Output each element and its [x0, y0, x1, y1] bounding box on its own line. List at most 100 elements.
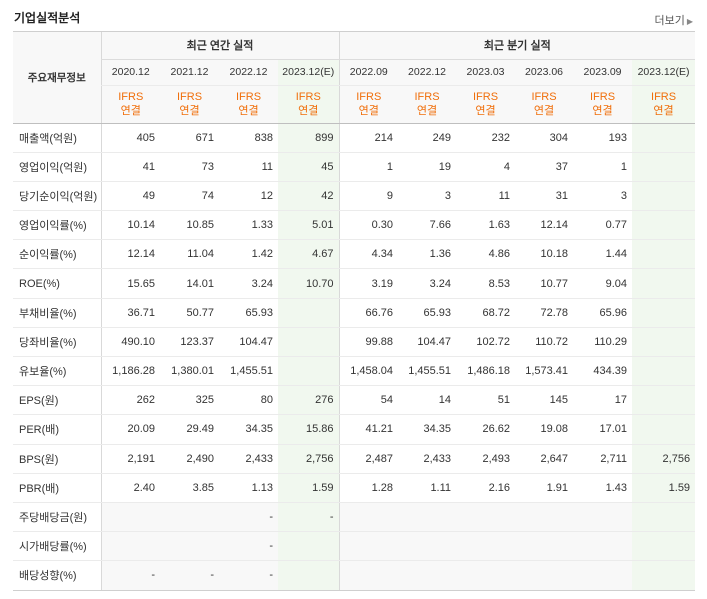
- basis-header: IFRS 연결: [515, 85, 574, 124]
- table-cell: [456, 560, 516, 591]
- basis-ifrs: IFRS: [356, 91, 382, 103]
- table-cell: 1.59: [632, 473, 696, 503]
- row-label: ROE(%): [13, 268, 102, 299]
- table-cell: 2,756: [632, 444, 696, 474]
- table-row: EPS(원) 262 325 80 276 54 14 51 145 17: [13, 385, 696, 416]
- period-header: 2023.09: [573, 59, 633, 86]
- table-cell: 10.14: [100, 210, 160, 241]
- row-label: 순이익률(%): [13, 239, 102, 270]
- table-cell: 10.85: [160, 210, 219, 241]
- table-cell: [278, 297, 340, 328]
- row-label: 유보율(%): [13, 356, 102, 387]
- table-cell: [456, 501, 516, 533]
- basis-consolidated: 연결: [358, 105, 379, 117]
- table-cell: 1.91: [515, 473, 574, 503]
- table-cell: 11: [456, 181, 516, 212]
- table-cell: [338, 501, 399, 533]
- basis-header: IFRS 연결: [160, 85, 219, 124]
- table-cell: 405: [100, 123, 160, 153]
- table-cell: [632, 501, 696, 533]
- more-link[interactable]: 더보기 ▶: [654, 12, 693, 28]
- table-cell: 15.65: [100, 268, 160, 299]
- period-header: 2021.12: [160, 59, 219, 86]
- table-row: PER(배) 20.09 29.49 34.35 15.86 41.21 34.35 26.6…: [13, 414, 696, 445]
- table-cell: 4.67: [278, 239, 340, 270]
- basis-ifrs: IFRS: [176, 91, 203, 103]
- basis-header: IFRS 연결: [219, 85, 278, 124]
- table-cell: [573, 501, 633, 533]
- table-cell: 1,455.51: [219, 356, 278, 387]
- table-cell: [632, 414, 696, 445]
- table-row: 부채비율(%) 36.71 50.77 65.93 66.76 65.93 68.72 72.…: [13, 297, 696, 328]
- period-header: 2023.06: [515, 59, 574, 86]
- table-cell: 1.63: [456, 210, 516, 241]
- table-cell: 8.53: [456, 268, 516, 299]
- table-cell: 15.86: [278, 414, 340, 445]
- section-title: 기업실적분석: [14, 11, 81, 25]
- table-row: 당기순이익(억원) 49 74 12 42 9 3 11 31 3: [13, 181, 696, 212]
- row-label: PER(배): [13, 414, 102, 445]
- table-cell: [632, 531, 696, 562]
- table-cell: 4: [456, 152, 516, 182]
- table-cell: 1.28: [338, 473, 399, 503]
- table-cell: [632, 239, 696, 270]
- table-row: 주당배당금(원) - -: [13, 501, 696, 533]
- row-label: 배당성향(%): [13, 560, 102, 591]
- basis-consolidated: 연결: [592, 105, 613, 117]
- table-cell: 19: [398, 152, 457, 182]
- table-cell: 26.62: [456, 414, 516, 445]
- table-cell: 434.39: [573, 356, 633, 387]
- table-cell: 12: [219, 181, 278, 212]
- table-cell: 0.77: [573, 210, 633, 241]
- table-cell: 9: [338, 181, 399, 212]
- table-cell: 1,380.01: [160, 356, 219, 387]
- table-cell: 10.18: [515, 239, 574, 270]
- table-cell: 232: [456, 123, 516, 153]
- table-cell: 1.42: [219, 239, 278, 270]
- table-cell: 7.66: [398, 210, 457, 241]
- table-cell: 1,573.41: [515, 356, 574, 387]
- table-cell: 0.30: [338, 210, 399, 241]
- table-cell: 19.08: [515, 414, 574, 445]
- table-cell: 1,458.04: [338, 356, 399, 387]
- table-cell: 99.88: [338, 327, 399, 358]
- table-row: 당좌비율(%) 490.10 123.37 104.47 99.88 104.47 102.…: [13, 327, 696, 358]
- table-row: 매출액(억원) 405 671 838 899 214 249 232 304 193: [13, 123, 696, 153]
- basis-header: IFRS 연결: [573, 85, 633, 124]
- table-cell: 80: [219, 385, 278, 416]
- basis-consolidated: 연결: [179, 105, 200, 117]
- basis-header: IFRS 연결: [100, 85, 160, 124]
- table-cell: 42: [278, 181, 340, 212]
- table-cell: 5.01: [278, 210, 340, 241]
- table-cell: 838: [219, 123, 278, 153]
- table-cell: 3.85: [160, 473, 219, 503]
- table-cell: 123.37: [160, 327, 219, 358]
- financial-summary-table: 주요재무정보 최근 연간 실적 최근 분기 실적 2020.12 2021.12 2…: [13, 32, 696, 591]
- table-cell: 17.01: [573, 414, 633, 445]
- table-cell: 68.72: [456, 297, 516, 328]
- table-cell: 3.24: [398, 268, 457, 299]
- table-row: 영업이익률(%) 10.14 10.85 1.33 5.01 0.30 7.66 1.63 12…: [13, 210, 696, 241]
- table-cell: 74: [160, 181, 219, 212]
- basis-ifrs: IFRS: [235, 91, 262, 103]
- table-row: 배당성향(%) - - -: [13, 560, 696, 591]
- table-cell: [632, 327, 696, 358]
- table-cell: 10.70: [278, 268, 340, 299]
- table-cell: 65.93: [398, 297, 457, 328]
- table-cell: 11: [219, 152, 278, 182]
- period-header: 2023.03: [456, 59, 516, 86]
- table-cell: [632, 385, 696, 416]
- table-cell: [456, 531, 516, 562]
- row-label: 매출액(억원): [13, 123, 102, 153]
- row-label: EPS(원): [13, 385, 102, 416]
- table-cell: 65.96: [573, 297, 633, 328]
- basis-ifrs: IFRS: [118, 91, 144, 103]
- basis-consolidated: 연결: [238, 105, 259, 117]
- table-cell: 1.13: [219, 473, 278, 503]
- row-label: 시가배당률(%): [13, 531, 102, 562]
- table-cell: [398, 531, 457, 562]
- table-cell: [160, 531, 219, 562]
- row-label: 영업이익(억원): [13, 152, 102, 182]
- table-cell: [632, 297, 696, 328]
- table-cell: 304: [515, 123, 574, 153]
